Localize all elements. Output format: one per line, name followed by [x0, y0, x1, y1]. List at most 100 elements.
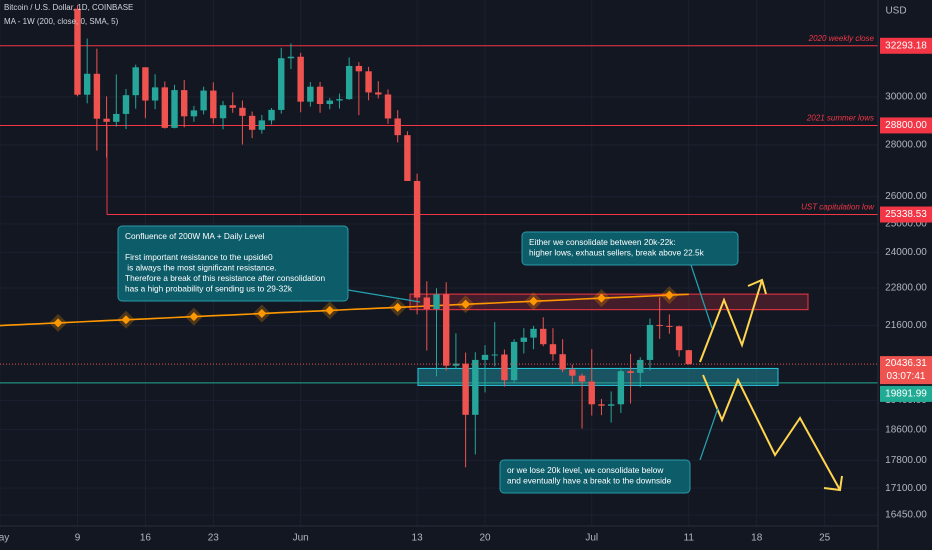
candle-body: [685, 350, 692, 365]
price-label-bg: [880, 117, 932, 134]
y-tick-label: 18600.00: [885, 424, 927, 435]
candle-body: [83, 73, 91, 95]
candle-body: [666, 325, 673, 327]
candle-body: [355, 65, 363, 72]
candle-body: [501, 354, 508, 381]
x-tick-label: 11: [684, 533, 695, 544]
candle-body: [384, 94, 392, 119]
candle-body: [569, 369, 576, 376]
price-axis: 30000.00 28000.00 26000.00 25000.00 24000.00…: [880, 37, 932, 521]
ma-marker: [121, 315, 131, 325]
indicator-legend: MA - 1W (200, close, 0, SMA, 5): [4, 17, 119, 26]
candle-body: [161, 87, 169, 128]
candle-body: [549, 344, 557, 355]
symbol-title: Bitcoin / U.S. Dollar, 1D, COINBASE: [4, 3, 133, 12]
callout-pointer: [689, 261, 713, 329]
candle-body: [345, 65, 353, 100]
y-tick-label: 22800.00: [885, 283, 927, 294]
arrow-head: [823, 475, 843, 492]
candle-body: [646, 324, 654, 360]
y-tick-label: 24000.00: [885, 247, 927, 258]
candle-body: [394, 118, 401, 136]
candle-body: [452, 363, 460, 366]
y-tick-label: 17800.00: [885, 455, 927, 466]
candle-body: [588, 381, 595, 405]
candle-body: [530, 328, 537, 338]
y-tick-label: 16450.00: [885, 510, 927, 521]
callout-box: [521, 231, 739, 266]
candle-body: [675, 326, 683, 351]
plot-area: 2020 weekly close 2021 summer lows UST cap…: [0, 5, 878, 492]
callout-text: Either we consolidate between 20k-22k:: [529, 237, 676, 247]
callout-text: or we lose 20k level, we consolidate bel…: [507, 465, 664, 475]
price-label-bg: [880, 37, 932, 54]
candle-body: [423, 297, 430, 310]
x-tick-label: 25: [819, 533, 831, 544]
candle-body: [113, 113, 120, 122]
candle-body: [132, 67, 139, 96]
candle-body: [190, 110, 198, 117]
candle-body: [297, 56, 304, 102]
candle-body: [637, 359, 644, 373]
x-tick-label: 16: [140, 533, 152, 544]
candle-body: [336, 99, 343, 101]
candle-body: [443, 294, 450, 366]
callout-text: has a high probability of sending us to …: [125, 284, 293, 294]
countdown: 03:07:41: [887, 371, 926, 382]
candle-body: [229, 105, 236, 108]
candle-body: [404, 135, 411, 181]
y-tick-label: 21600.00: [885, 320, 927, 331]
callout-text: higher lows, exhaust sellers, break abov…: [529, 248, 705, 258]
candle-body: [258, 120, 266, 130]
x-tick-label: 20: [479, 533, 491, 544]
candle-body: [481, 354, 489, 360]
scenario-arrow-up: [699, 279, 763, 363]
price-label: 28800.00: [885, 120, 927, 131]
level-name: 2020 weekly close: [808, 34, 875, 43]
candle-body: [248, 115, 256, 130]
candle-body: [365, 71, 372, 93]
ma-marker: [53, 318, 63, 328]
x-tick-label: 18: [751, 533, 763, 544]
candle-body: [491, 354, 498, 356]
candle-body: [617, 371, 625, 405]
candle-body: [413, 180, 421, 298]
y-tick-label: 30000.00: [885, 92, 927, 103]
candle-body: [307, 86, 314, 102]
candle-body: [171, 90, 178, 128]
candle-body: [287, 56, 295, 59]
currency: USD: [885, 6, 906, 17]
candle-body: [375, 92, 382, 95]
x-tick-label: 13: [412, 533, 424, 544]
price-label: 25338.53: [885, 209, 927, 220]
ma-marker: [529, 296, 539, 306]
y-tick-label: 17100.00: [885, 483, 927, 494]
arrow-head: [747, 278, 767, 295]
candle-body: [142, 67, 149, 101]
ma-line: [0, 293, 689, 327]
last-price-bg: [880, 356, 932, 385]
ma-marker: [393, 302, 403, 312]
candle-body: [520, 337, 528, 342]
scenario-arrow-down: [702, 374, 841, 491]
callout-text: Therefore a break of this resistance aft…: [125, 273, 326, 283]
zone: [417, 367, 779, 386]
callout-text: is always the most significant resistanc…: [125, 263, 277, 273]
candle-body: [607, 404, 615, 406]
x-tick-label: 23: [208, 533, 220, 544]
candle-body: [627, 371, 634, 373]
y-tick-label: 25000.00: [885, 219, 927, 230]
candle-body: [316, 86, 324, 105]
candle-body: [74, 8, 81, 95]
callout-pointer: [347, 289, 421, 303]
time-axis: May 9 16 23 Jun 13 20 Jul 11 18 25: [0, 533, 831, 544]
level-name: 2021 summer lows: [806, 114, 874, 123]
callout-text: First important resistance to the upside…: [125, 252, 273, 262]
price-label-bg: [880, 206, 932, 223]
price-label-bg: [880, 385, 932, 402]
price-label: 19891.99: [885, 389, 927, 400]
candle-body: [268, 109, 275, 121]
candle-body: [472, 359, 479, 415]
candle-body: [151, 87, 159, 101]
candle-body: [200, 90, 207, 111]
